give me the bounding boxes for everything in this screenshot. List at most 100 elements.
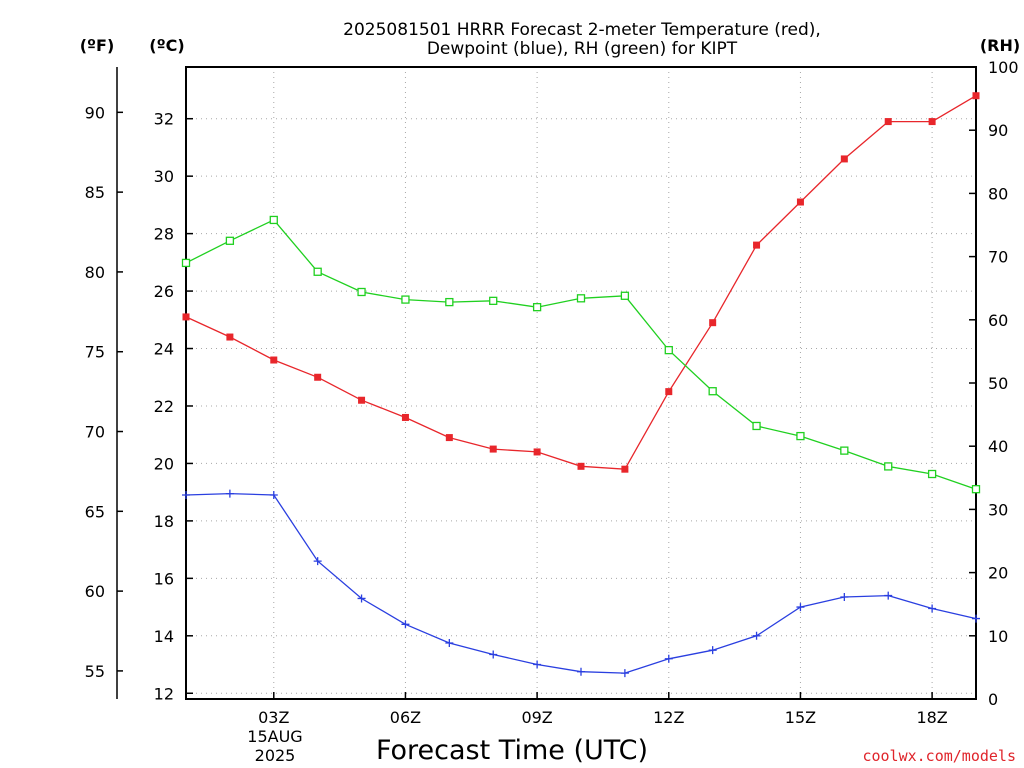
temperature-point — [358, 396, 366, 404]
dewpoint-point — [269, 491, 278, 500]
dewpoint-point — [401, 620, 410, 629]
rh-point — [664, 345, 673, 355]
x-tick-label: 15Z — [785, 708, 816, 727]
dewpoint-point — [620, 669, 629, 678]
series-layer — [181, 92, 981, 678]
rh-tick-label: 70 — [988, 248, 1008, 267]
fahrenheit-tick-label: 75 — [85, 343, 105, 362]
temperature-point — [489, 445, 497, 453]
celsius-tick-label: 16 — [154, 569, 174, 588]
dewpoint-point — [489, 650, 498, 659]
celsius-tick-label: 24 — [154, 340, 174, 359]
temperature-point — [796, 198, 804, 206]
rh-point — [225, 236, 235, 245]
rh-tick-label: 30 — [988, 500, 1008, 519]
fahrenheit-tick-label: 80 — [85, 263, 105, 282]
dewpoint-point — [928, 604, 937, 613]
rh-point — [620, 291, 630, 300]
dewpoint-point — [182, 491, 190, 500]
dewpoint-point — [577, 667, 585, 676]
dewpoint-point — [840, 593, 849, 602]
chart-title-line-2: Dewpoint (blue), RH (green) for KIPT — [427, 39, 738, 59]
rh-point — [840, 446, 849, 455]
rh-point — [796, 431, 805, 441]
rh-tick-label: 80 — [988, 184, 1008, 203]
celsius-tick-label: 26 — [154, 282, 174, 301]
x-tick-label: 12Z — [653, 708, 684, 727]
credit-text: coolwx.com/models — [862, 747, 1016, 765]
fahrenheit-tick-label: 55 — [85, 662, 105, 681]
temperature-point — [753, 241, 761, 249]
rh-point — [708, 387, 717, 396]
rh-point — [445, 297, 454, 307]
rh-tick-label: 50 — [988, 374, 1008, 393]
temperature-point — [182, 313, 190, 321]
temperature-point — [226, 333, 234, 341]
rh-point — [181, 258, 191, 268]
temperature-point — [401, 413, 409, 421]
celsius-tick-label: 28 — [154, 225, 174, 244]
dewpoint-point — [884, 591, 893, 600]
dewpoint-point — [445, 638, 454, 647]
celsius-tick-label: 30 — [154, 167, 174, 186]
rh-tick-label: 40 — [988, 437, 1008, 456]
series-line-2 — [185, 219, 977, 490]
rh-unit-label: (RH) — [980, 36, 1020, 55]
temperature-point — [972, 92, 980, 100]
rh-tick-label: 10 — [988, 627, 1008, 646]
dewpoint-point — [533, 660, 542, 669]
x-tick-label: 03Z — [258, 708, 289, 727]
temperature-point — [577, 462, 585, 470]
fahrenheit-tick-label: 90 — [85, 103, 105, 122]
x-axis-title: Forecast Time (UTC) — [376, 735, 648, 766]
plot-frame — [185, 66, 977, 700]
temperature-point — [884, 118, 892, 126]
temperature-point — [533, 448, 541, 456]
celsius-tick-label: 12 — [154, 684, 174, 703]
rh-point — [313, 267, 322, 276]
rh-tick-label: 20 — [988, 564, 1008, 583]
temperature-point — [621, 465, 629, 473]
fahrenheit-unit-label: (ºF) — [80, 36, 115, 55]
celsius-tick-label: 18 — [154, 512, 174, 531]
x-tick-label: 18Z — [916, 708, 947, 727]
dewpoint-point — [313, 557, 322, 566]
rh-point — [269, 215, 278, 225]
rh-tick-label: 0 — [988, 690, 998, 709]
rh-point — [401, 295, 410, 304]
date-label-year: 2025 — [255, 746, 296, 765]
dewpoint-point — [972, 614, 980, 623]
rh-tick-label: 60 — [988, 311, 1008, 330]
dewpoint-point — [357, 594, 366, 603]
x-tick-label: 06Z — [390, 708, 421, 727]
chart-title-line-1: 2025081501 HRRR Forecast 2-meter Tempera… — [343, 20, 821, 40]
fahrenheit-tick-label: 70 — [85, 423, 105, 442]
rh-tick-label: 100 — [988, 58, 1019, 77]
celsius-tick-label: 22 — [154, 397, 174, 416]
temperature-point — [665, 388, 673, 396]
grid — [186, 67, 976, 699]
rh-point — [971, 485, 981, 494]
rh-point — [752, 421, 761, 431]
temperature-point — [314, 373, 322, 381]
axes: 12 14 16 18 20 22 24 26 28 30 32 55 60 65 70 75 80 85 90 0 1… — [85, 58, 1019, 727]
dewpoint-point — [225, 489, 234, 498]
dewpoint-point — [664, 654, 673, 663]
fahrenheit-tick-label: 65 — [85, 502, 105, 521]
fahrenheit-tick-label: 85 — [85, 183, 105, 202]
rh-tick-label: 90 — [988, 121, 1008, 140]
date-label-day: 15AUG — [247, 727, 302, 746]
fahrenheit-tick-label: 60 — [85, 582, 105, 601]
celsius-tick-label: 32 — [154, 110, 174, 129]
rh-point — [884, 462, 893, 471]
x-tick-label: 09Z — [521, 708, 552, 727]
celsius-tick-label: 14 — [154, 627, 174, 646]
rh-point — [532, 303, 542, 312]
celsius-unit-label: (ºC) — [149, 36, 184, 55]
celsius-tick-label: 20 — [154, 454, 174, 473]
dewpoint-point — [752, 631, 761, 640]
dewpoint-point — [796, 603, 805, 612]
temperature-point — [445, 434, 453, 442]
rh-point — [927, 469, 937, 479]
